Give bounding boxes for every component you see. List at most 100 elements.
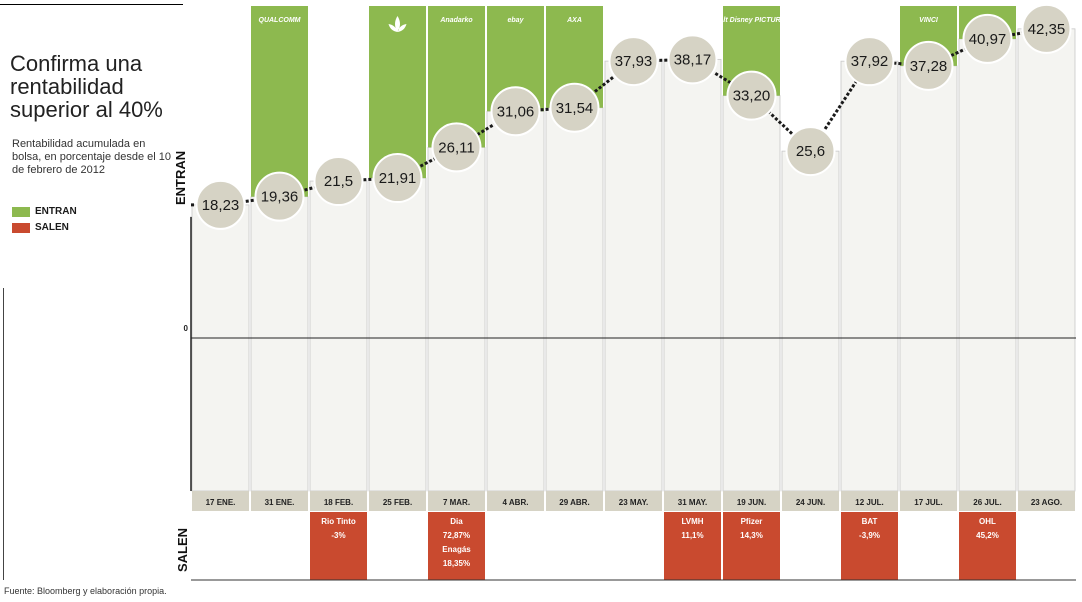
date-band-cell: [1018, 491, 1075, 511]
data-point: [726, 70, 777, 121]
salen-value: -3%: [331, 531, 345, 540]
side-label-salen: SALEN: [175, 528, 190, 572]
data-point: [962, 13, 1013, 64]
date-band-cell: [959, 491, 1016, 511]
salen-box: [841, 512, 898, 580]
value-label: 38,17: [674, 51, 712, 68]
data-point: [1021, 3, 1072, 54]
series-line: [191, 27, 1047, 207]
column-bg: [1017, 28, 1076, 492]
top-rule: [0, 4, 183, 5]
value-label: 21,91: [379, 170, 417, 187]
date-label: 17 ENE.: [206, 498, 236, 507]
salen-name: Enagás: [442, 545, 471, 554]
data-point: [844, 36, 895, 87]
date-label: 29 ABR.: [559, 498, 589, 507]
legend-entran: ENTRAN: [12, 206, 77, 217]
date-band-cell: [310, 491, 367, 511]
date-band-cell: [251, 491, 308, 511]
data-point: [608, 36, 659, 87]
column-bg: [840, 60, 899, 492]
data-point: [667, 34, 718, 85]
date-label: 31 ENE.: [265, 498, 295, 507]
date-band-cell: [192, 491, 249, 511]
date-band-cell: [664, 491, 721, 511]
salen-box: [959, 512, 1016, 580]
legend-swatch-salen: [12, 222, 30, 233]
legend-swatch-entran: [12, 206, 30, 217]
value-label: 31,06: [497, 103, 535, 120]
date-band-cell: [605, 491, 662, 511]
value-label: 21,5: [324, 173, 353, 190]
date-label: 7 MAR.: [443, 498, 470, 507]
column-bg: [250, 196, 309, 492]
value-label: 37,92: [851, 53, 889, 70]
salen-name: BAT: [862, 517, 878, 526]
column-bg: [368, 177, 427, 492]
date-label: 25 FEB.: [383, 498, 412, 507]
date-label: 26 JUL.: [973, 498, 1001, 507]
data-point: [431, 122, 482, 173]
value-label: 37,28: [910, 58, 948, 75]
entran-logo: [388, 16, 407, 32]
legend-label-entran: ENTRAN: [35, 206, 77, 217]
date-label: 17 JUL.: [914, 498, 942, 507]
column-bg: [958, 38, 1017, 492]
entran-logo: ebay: [508, 17, 525, 24]
legend-salen: SALEN: [12, 222, 69, 233]
salen-value: 14,3%: [740, 531, 763, 540]
date-band-cell: [428, 491, 485, 511]
column-bg: [486, 110, 545, 492]
data-point: [313, 156, 364, 207]
salen-box: [723, 512, 780, 580]
date-label: 31 MAY.: [678, 498, 708, 507]
zero-label: 0: [184, 324, 189, 333]
value-label: 26,11: [438, 139, 474, 156]
salen-value: 11,1%: [681, 531, 703, 540]
data-point: [490, 86, 541, 137]
date-label: 24 JUN.: [796, 498, 825, 507]
column-bg: [722, 95, 781, 492]
entran-bar: [369, 6, 426, 179]
salen-box: [428, 512, 485, 580]
salen-box: [664, 512, 721, 580]
date-band-cell: [841, 491, 898, 511]
value-label: 25,6: [796, 143, 825, 160]
salen-name: Dia: [450, 517, 463, 526]
salen-box: [310, 512, 367, 580]
value-label: 37,93: [615, 53, 653, 70]
date-band-cell: [782, 491, 839, 511]
data-point: [785, 126, 836, 177]
data-point: [549, 82, 600, 133]
date-label: 12 JUL.: [855, 498, 883, 507]
salen-value: -3,9%: [859, 531, 880, 540]
date-label: 23 MAY.: [619, 498, 649, 507]
legend-label-salen: SALEN: [35, 222, 69, 233]
column-bg: [781, 150, 840, 492]
data-point: [372, 153, 423, 204]
date-label: 4 ABR.: [503, 498, 529, 507]
date-label: 18 FEB.: [324, 498, 353, 507]
column-bg: [545, 107, 604, 492]
data-point: [195, 179, 246, 230]
value-label: 33,20: [733, 88, 771, 105]
date-label: 23 AGO.: [1031, 498, 1062, 507]
column-bg: [663, 58, 722, 492]
column-bg: [899, 65, 958, 492]
column-bg: [309, 180, 368, 492]
value-label: 18,23: [202, 197, 240, 214]
column-bg: [604, 60, 663, 492]
entran-logo: VINCI: [919, 17, 939, 24]
value-label: 19,36: [261, 189, 299, 206]
left-rule: [3, 288, 4, 580]
side-label-entran: ENTRAN: [173, 151, 188, 205]
source-note: Fuente: Bloomberg y elaboración propia.: [4, 586, 167, 596]
date-band-cell: [487, 491, 544, 511]
value-label: 31,54: [556, 100, 594, 117]
salen-value: 45,2%: [976, 531, 999, 540]
date-band-cell: [723, 491, 780, 511]
value-label: 42,35: [1028, 21, 1066, 38]
entran-bar: [251, 6, 308, 197]
salen-name: LVMH: [681, 517, 703, 526]
entran-logo: Anadarko: [439, 17, 473, 24]
